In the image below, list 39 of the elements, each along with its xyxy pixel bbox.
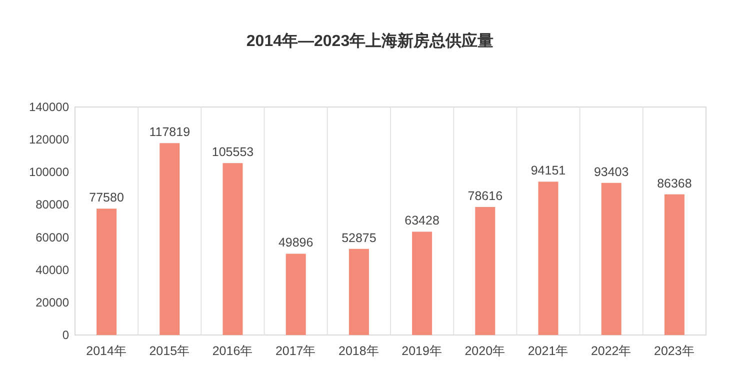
bar: [601, 182, 622, 335]
bar: [538, 182, 558, 335]
data-label: 49896: [278, 236, 314, 250]
y-tick-label: 140000: [28, 100, 70, 114]
data-label: 94151: [530, 164, 566, 178]
y-tick-label: 100000: [28, 165, 70, 180]
bar: [475, 206, 496, 335]
data-label: 77580: [89, 190, 124, 205]
y-tick-label: 0: [62, 328, 70, 342]
x-tick-label: 2023年: [654, 344, 695, 358]
y-tick-label: 60000: [36, 230, 70, 244]
data-label: 52875: [342, 230, 376, 245]
x-tick-label: 2016年: [212, 344, 254, 358]
bar: [348, 248, 369, 335]
y-tick-label: 40000: [36, 262, 70, 277]
x-tick-label: 2015年: [149, 344, 190, 358]
data-label: 86368: [657, 176, 692, 190]
x-tick-label: 2020年: [464, 344, 506, 358]
bar: [96, 208, 117, 335]
bar: [286, 254, 306, 335]
x-tick-label: 2019年: [402, 344, 442, 358]
y-tick-label: 20000: [36, 295, 70, 310]
x-tick-label: 2021年: [528, 344, 569, 358]
x-tick-label: 2022年: [590, 344, 632, 358]
data-label: 78616: [468, 188, 503, 203]
bar: [664, 194, 684, 335]
data-label: 93403: [594, 164, 629, 179]
x-tick-label: 2018年: [338, 344, 380, 358]
data-label: 117819: [149, 125, 190, 140]
x-tick-label: 2017年: [275, 344, 316, 358]
data-label: 105553: [212, 145, 254, 160]
bar: [222, 163, 243, 335]
bar: [160, 143, 180, 335]
x-tick-label: 2014年: [86, 344, 127, 358]
chart-title: 2014年—2023年上海新房总供应量: [246, 31, 494, 50]
data-label: 63428: [404, 214, 440, 228]
y-tick-label: 120000: [28, 132, 70, 147]
bar: [412, 232, 432, 335]
y-tick-label: 80000: [36, 198, 70, 212]
